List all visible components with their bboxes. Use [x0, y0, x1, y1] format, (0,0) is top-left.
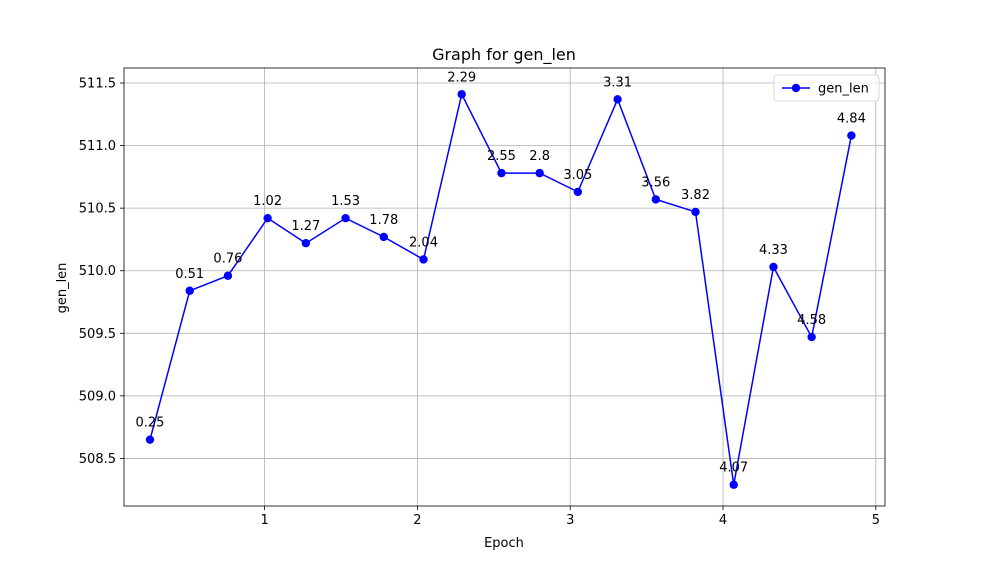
data-label: 2.04 [409, 235, 438, 250]
legend: gen_len [773, 74, 880, 102]
x-tick-label: 4 [719, 513, 727, 528]
series [145, 90, 856, 489]
data-point [223, 271, 233, 280]
data-label: 3.31 [603, 75, 632, 90]
y-tick-label: 511.0 [79, 139, 116, 154]
data-point [419, 255, 428, 264]
data-label: 2.29 [447, 70, 476, 85]
y-tick-label: 509.5 [79, 327, 116, 342]
data-point [301, 239, 311, 248]
y-axis-label: gen_len [55, 263, 70, 314]
data-point [497, 168, 506, 178]
y-tick-label: 511.5 [79, 77, 116, 92]
data-label: 4.07 [719, 461, 748, 476]
data-label: 2.8 [529, 149, 550, 164]
x-tick-label: 3 [566, 513, 574, 528]
data-label: 1.27 [291, 219, 320, 234]
legend-label: gen_len [818, 82, 869, 97]
grid [124, 68, 885, 506]
x-tick-label: 2 [413, 513, 421, 528]
x-axis-label: Epoch [484, 536, 524, 551]
data-label: 0.25 [136, 416, 165, 431]
data-point [691, 207, 700, 217]
ticks: 1 2 3 4 5 508.5 509.0 509.5 510.0 510.5 511.0 511.5 [79, 77, 880, 528]
x-tick-label: 1 [260, 513, 268, 528]
axes [123, 67, 886, 507]
data-point [651, 195, 660, 204]
data-point [613, 95, 622, 104]
data-point [457, 90, 466, 99]
data-point [769, 262, 778, 272]
legend-box [773, 74, 880, 102]
data-label: 1.02 [253, 194, 282, 209]
data-label: 1.53 [331, 194, 360, 209]
data-label: 3.05 [563, 168, 592, 183]
data-point [807, 332, 816, 342]
data-label: 3.56 [641, 175, 670, 190]
data-label: 0.51 [175, 267, 204, 282]
data-label: 4.33 [759, 243, 788, 258]
data-label: 2.55 [487, 149, 516, 164]
data-point [535, 168, 544, 178]
data-label: 4.84 [837, 112, 866, 127]
data-point [847, 131, 856, 140]
data-label: 0.76 [213, 252, 242, 267]
legend-marker [791, 83, 801, 93]
data-point [573, 187, 583, 197]
y-tick-label: 510.0 [79, 264, 116, 279]
x-tick-label: 5 [872, 513, 880, 528]
plot-frame [123, 67, 886, 507]
data-point [185, 286, 194, 295]
chart-title: Graph for gen_len [432, 45, 576, 65]
y-tick-label: 510.5 [79, 202, 116, 217]
data-label: 1.78 [369, 213, 398, 228]
y-tick-label: 509.0 [79, 389, 116, 404]
data-point [379, 232, 388, 242]
data-point [341, 213, 350, 223]
data-label: 4.58 [797, 313, 826, 328]
data-point [263, 213, 272, 223]
data-label: 3.82 [681, 188, 710, 203]
data-labels: 0.25 0.51 0.76 1.02 1.27 1.53 1.78 2.04 2.29 2.55… [136, 70, 866, 475]
data-point [729, 480, 738, 489]
y-tick-label: 508.5 [79, 452, 116, 467]
data-point [145, 435, 155, 444]
